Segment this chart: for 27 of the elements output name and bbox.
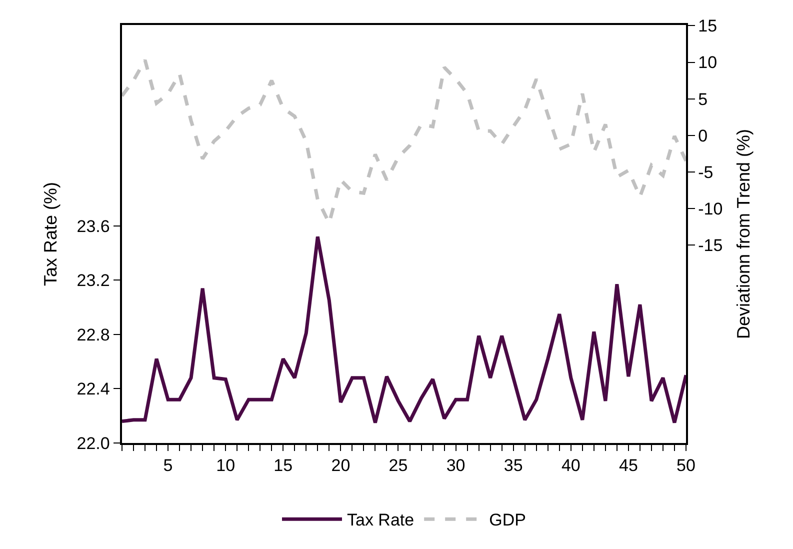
line-series xyxy=(122,234,686,424)
x-tick-label: 15 xyxy=(274,456,293,476)
x-tick-label: 50 xyxy=(676,456,696,476)
x-tick-label: 45 xyxy=(618,456,638,476)
y-tick-label: 22.4 xyxy=(76,380,110,399)
y-tick-label: 23.6 xyxy=(76,216,110,236)
y2-tick-label: -10 xyxy=(698,199,723,218)
legend-label: Tax Rate xyxy=(347,510,414,530)
y-axis-title: Tax Rate (%) xyxy=(40,182,60,286)
y2-tick-label: 10 xyxy=(698,53,718,72)
y2-tick-label: -5 xyxy=(698,162,714,182)
y-tick-label: 23.2 xyxy=(76,271,110,290)
legend-label: GDP xyxy=(489,510,526,530)
y2-tick-label: 0 xyxy=(698,126,708,146)
x-tick-label: 30 xyxy=(446,456,466,476)
y2-axis-title: Deviationn from Trend (%) xyxy=(733,128,754,340)
y-tick-label: 22.8 xyxy=(76,325,110,344)
y2-tick-label: 5 xyxy=(698,90,708,109)
x-tick-label: 5 xyxy=(163,456,173,476)
x-tick-label: 25 xyxy=(388,456,408,476)
y2-tick-label: 15 xyxy=(698,16,718,36)
x-tick-label: 10 xyxy=(216,456,236,476)
y2-tick-label: -15 xyxy=(698,236,723,255)
x-tick-label: 20 xyxy=(331,456,350,476)
x-tick-label: 35 xyxy=(504,456,523,476)
y-tick-label: 22.0 xyxy=(76,434,110,453)
x-tick-label: 40 xyxy=(561,456,580,476)
